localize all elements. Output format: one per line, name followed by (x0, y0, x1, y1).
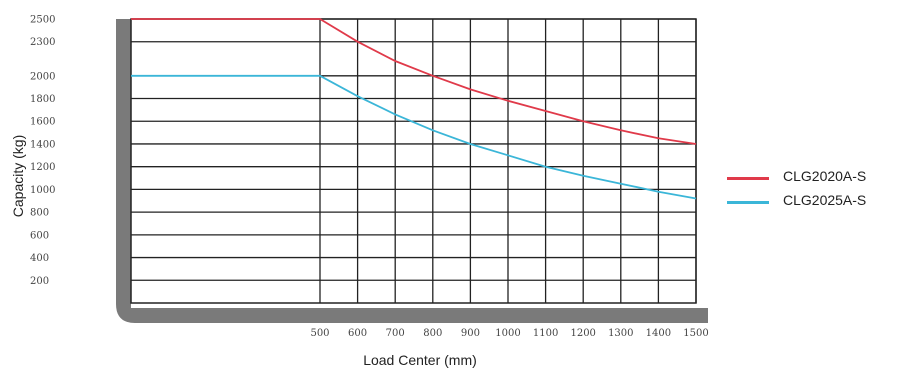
x-axis-label: Load Center (mm) (363, 352, 477, 368)
legend-swatch-red (727, 177, 769, 180)
y-tick-label: 1200 (30, 162, 55, 173)
y-tick-label: 400 (30, 253, 49, 264)
y-tick-label: 2500 (30, 15, 55, 26)
x-tick-label: 1300 (608, 328, 633, 339)
x-tick-label: 1500 (683, 328, 708, 339)
y-tick-label: 200 (30, 276, 49, 287)
series-line-1 (131, 74, 697, 200)
legend-label: CLG2025A-S (783, 192, 867, 208)
y-tick-label: 800 (30, 208, 49, 219)
y-tick-label: 600 (30, 230, 49, 241)
y-axis-label: Capacity (kg) (10, 134, 26, 218)
series-lines (131, 18, 697, 200)
x-tick-label: 1100 (533, 328, 558, 339)
plot-area (130, 18, 697, 304)
x-axis-ticks: 500 600 700 800 900 1000 1100 1200 1300 1400 1500 (310, 328, 708, 339)
y-tick-label: 1600 (30, 117, 55, 128)
y-tick-label: 1800 (30, 94, 55, 105)
y-tick-label: 1000 (30, 185, 55, 196)
x-tick-label: 900 (461, 328, 480, 339)
y-tick-label: 1400 (30, 139, 55, 150)
x-tick-label: 700 (386, 328, 405, 339)
x-tick-label: 800 (423, 328, 442, 339)
x-tick-label: 1200 (570, 328, 595, 339)
y-tick-label: 2300 (30, 37, 55, 48)
y-axis-ticks: 200 400 600 800 1000 1200 1400 1600 1800 2000 2300… (30, 15, 55, 287)
legend-swatch-blue (727, 201, 769, 204)
x-tick-label: 1000 (495, 328, 520, 339)
series-line-0 (131, 18, 697, 145)
x-tick-label: 1400 (646, 328, 671, 339)
y-tick-label: 2000 (30, 71, 55, 82)
x-tick-label: 500 (310, 328, 329, 339)
x-tick-label: 600 (348, 328, 367, 339)
legend-label: CLG2020A-S (783, 168, 867, 184)
